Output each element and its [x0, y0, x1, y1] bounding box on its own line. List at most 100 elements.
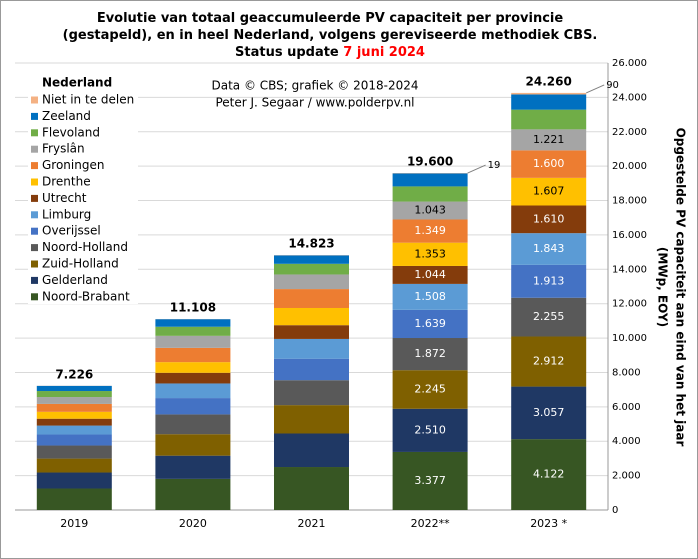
legend-title: Nederland — [42, 76, 112, 90]
bar-segment — [511, 297, 587, 337]
bar-segment — [36, 385, 112, 392]
legend-label: Niet in te delen — [42, 93, 134, 107]
y-tick-label: 12.000 — [612, 299, 647, 310]
segment-label: 1.872 — [414, 347, 446, 360]
bar-segment — [36, 445, 112, 459]
bar-segment — [274, 405, 349, 434]
y-tick-label: 20.000 — [612, 161, 647, 172]
bar-segment — [392, 451, 468, 510]
y-axis-title: (MWp, EOY) — [656, 247, 670, 327]
bar-segment — [36, 488, 112, 510]
bar-segment — [511, 129, 587, 151]
bar-segment — [36, 458, 112, 473]
bar-segment — [392, 370, 468, 409]
legend-label: Drenthe — [42, 175, 91, 189]
leader-line — [585, 84, 605, 94]
legend-swatch — [31, 211, 38, 219]
total-label: 19.600 — [407, 155, 453, 169]
segment-label: 1.607 — [533, 185, 565, 198]
bar-segment — [36, 425, 112, 435]
segment-label: 4.122 — [533, 468, 565, 481]
bar-segment — [511, 439, 587, 510]
legend-label: Noord-Brabant — [42, 289, 130, 303]
bar-segment — [274, 338, 349, 359]
legend-label: Noord-Holland — [42, 240, 128, 254]
legend-swatch — [31, 276, 38, 284]
legend-label: Zuid-Holland — [42, 257, 119, 271]
legend-bg — [28, 72, 138, 304]
bar-segment — [155, 326, 231, 336]
total-label: 14.823 — [288, 237, 334, 251]
bar-segment — [392, 283, 468, 310]
bar-segment — [155, 335, 231, 348]
bar-segment — [392, 173, 468, 187]
legend-swatch — [31, 96, 38, 104]
bar-segment — [274, 380, 349, 406]
segment-label: 2.510 — [414, 423, 446, 436]
bar-segment — [392, 219, 468, 243]
legend-label: Limburg — [42, 207, 91, 221]
bar-segment — [274, 289, 349, 308]
bar-segment — [155, 455, 231, 479]
legend-swatch — [31, 260, 38, 268]
bar-segment — [36, 434, 112, 446]
y-tick-label: 10.000 — [612, 333, 647, 344]
bar-segment — [36, 418, 112, 426]
legend-label: Overijssel — [42, 224, 101, 238]
legend-swatch — [31, 129, 38, 137]
bar-segment — [155, 347, 231, 363]
bar-segment — [392, 186, 468, 202]
legend-label: Groningen — [42, 158, 104, 172]
legend-label: Zeeland — [42, 109, 91, 123]
bar-segment — [392, 242, 468, 266]
y-tick-label: 0 — [612, 505, 618, 516]
leader-line — [467, 164, 486, 174]
x-tick-label: 2021 — [298, 517, 326, 530]
bar-segment — [511, 177, 587, 206]
legend-swatch — [31, 293, 38, 301]
segment-label: 3.377 — [414, 474, 446, 487]
segment-label: 1.843 — [533, 242, 565, 255]
annotation: Data © CBS; grafiek © 2018-2024 — [212, 79, 419, 93]
bar-segment — [511, 94, 587, 110]
title-date: 7 juni 2024 — [343, 45, 425, 60]
bar-segment — [274, 255, 349, 264]
legend-swatch — [31, 162, 38, 170]
bar-segment — [274, 263, 349, 275]
bar-segment — [511, 150, 587, 178]
y-tick-label: 4.000 — [612, 436, 641, 447]
legend-label: Flevoland — [42, 125, 100, 139]
legend-swatch — [31, 112, 38, 120]
bar-segment — [511, 336, 587, 387]
bar-segment — [155, 372, 231, 384]
segment-label: 2.912 — [533, 355, 565, 368]
bar-segment — [392, 265, 468, 284]
bar-segment — [36, 411, 112, 419]
y-tick-label: 26.000 — [612, 58, 647, 69]
segment-label: 1.221 — [533, 133, 565, 146]
title-line: Evolutie van totaal geaccumuleerde PV ca… — [97, 11, 564, 26]
x-tick-label: 2023 * — [530, 517, 567, 530]
segment-label: 1.043 — [414, 204, 446, 217]
bar-segment — [511, 386, 587, 440]
bar-segment — [274, 274, 349, 290]
bar-segment — [155, 319, 231, 327]
segment-label: 3.057 — [533, 406, 565, 419]
y-tick-label: 8.000 — [612, 367, 641, 378]
chart-title: Status update 7 juni 2024 — [235, 45, 425, 60]
annotation: Peter J. Segaar / www.polderpv.nl — [215, 96, 414, 110]
bar-segment — [392, 338, 468, 371]
bar-segment — [155, 362, 231, 373]
title-line: Status update — [235, 45, 343, 60]
bar-segment — [155, 434, 231, 456]
bar-segment — [392, 408, 468, 452]
bar-segment — [155, 398, 231, 415]
legend-label: Gelderland — [42, 273, 108, 287]
total-label: 11.108 — [170, 301, 216, 315]
bar-segment — [392, 309, 468, 339]
legend-label: Fryslân — [42, 142, 85, 156]
segment-label: 19 — [488, 160, 501, 171]
total-label: 7.226 — [55, 367, 93, 381]
segment-label: 1.610 — [533, 212, 565, 225]
